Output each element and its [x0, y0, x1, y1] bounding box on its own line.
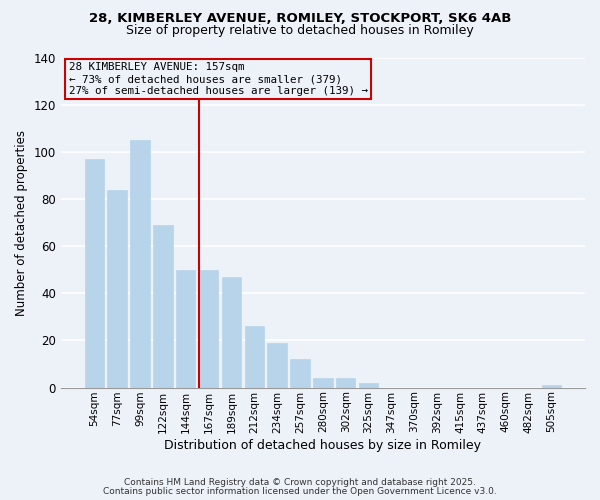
Text: 28, KIMBERLEY AVENUE, ROMILEY, STOCKPORT, SK6 4AB: 28, KIMBERLEY AVENUE, ROMILEY, STOCKPORT…	[89, 12, 511, 26]
Text: Size of property relative to detached houses in Romiley: Size of property relative to detached ho…	[126, 24, 474, 37]
Text: 28 KIMBERLEY AVENUE: 157sqm
← 73% of detached houses are smaller (379)
27% of se: 28 KIMBERLEY AVENUE: 157sqm ← 73% of det…	[68, 62, 368, 96]
Bar	[107, 190, 127, 388]
Bar	[85, 159, 104, 388]
Text: Contains public sector information licensed under the Open Government Licence v3: Contains public sector information licen…	[103, 487, 497, 496]
Bar	[313, 378, 332, 388]
Bar	[153, 225, 173, 388]
Bar	[130, 140, 150, 388]
Bar	[542, 386, 561, 388]
Bar	[268, 343, 287, 388]
Bar	[222, 277, 241, 388]
X-axis label: Distribution of detached houses by size in Romiley: Distribution of detached houses by size …	[164, 440, 481, 452]
Y-axis label: Number of detached properties: Number of detached properties	[15, 130, 28, 316]
Bar	[336, 378, 355, 388]
Bar	[359, 383, 379, 388]
Text: Contains HM Land Registry data © Crown copyright and database right 2025.: Contains HM Land Registry data © Crown c…	[124, 478, 476, 487]
Bar	[176, 270, 196, 388]
Bar	[199, 270, 218, 388]
Bar	[245, 326, 264, 388]
Bar	[290, 360, 310, 388]
